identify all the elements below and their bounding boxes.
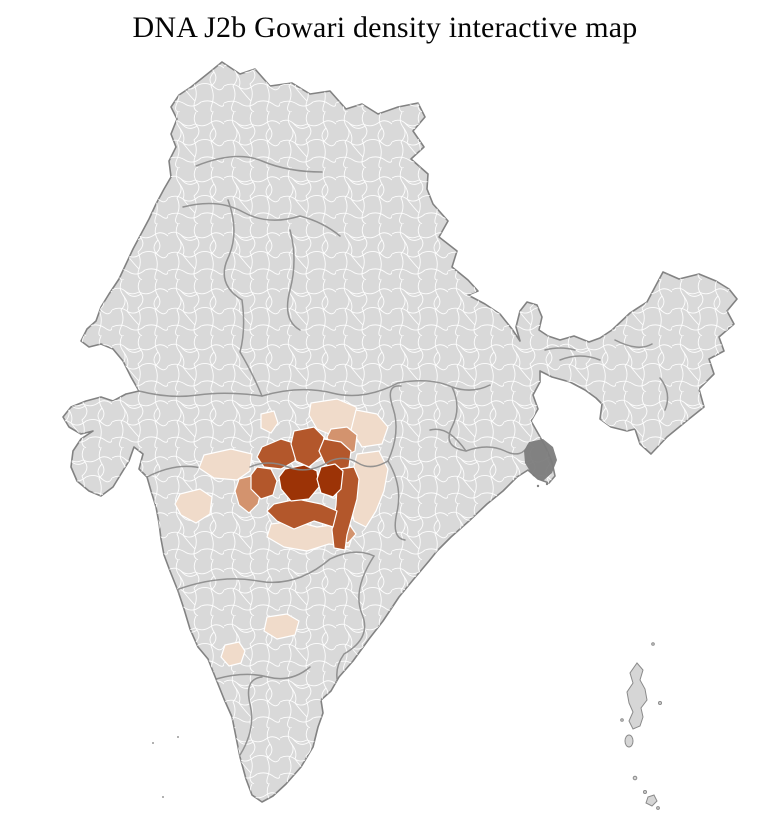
island <box>632 775 638 781</box>
district-density-1[interactable] <box>260 410 279 434</box>
island <box>620 718 624 722</box>
district-density-1[interactable] <box>220 641 246 667</box>
district-density-1[interactable] <box>198 448 253 481</box>
state-border <box>261 380 491 397</box>
island <box>651 642 655 646</box>
state-border <box>286 229 301 331</box>
andaman-island[interactable] <box>626 662 648 730</box>
district-density-4[interactable] <box>278 464 320 502</box>
state-border <box>387 460 406 541</box>
island-speck <box>177 736 179 738</box>
island[interactable] <box>624 734 634 748</box>
island <box>656 806 660 810</box>
island <box>643 790 647 794</box>
district-density-3[interactable] <box>290 426 325 468</box>
state-borders <box>138 155 669 756</box>
state-border-overlay <box>249 457 389 471</box>
district-mosaic <box>63 62 737 802</box>
state-border <box>223 199 263 397</box>
state-border <box>175 551 375 591</box>
delta-islet <box>536 484 540 488</box>
district-density-3[interactable] <box>266 498 338 530</box>
delta-islet <box>545 482 549 486</box>
island-speck <box>162 796 164 798</box>
map-title: DNA J2b Gowari density interactive map <box>132 11 638 44</box>
state-border <box>387 385 402 462</box>
state-border <box>215 666 311 680</box>
state-border <box>239 676 263 756</box>
district-density-4[interactable] <box>316 463 344 498</box>
island-speck <box>152 742 154 744</box>
state-border <box>138 390 263 398</box>
density-level-1-districts <box>174 398 389 667</box>
district-density-3[interactable] <box>250 466 278 500</box>
density-level-4-districts <box>278 463 344 502</box>
island <box>658 701 662 705</box>
state-border <box>195 155 323 173</box>
sundarbans-delta <box>524 439 557 488</box>
lakshadweep-islands <box>152 736 179 798</box>
andaman-nicobar-islands[interactable] <box>620 642 662 810</box>
district-density-3[interactable] <box>256 438 298 470</box>
district-density-1[interactable] <box>263 613 300 640</box>
island <box>645 794 658 807</box>
district-density-1[interactable] <box>174 488 213 524</box>
state-border <box>544 339 669 411</box>
state-border <box>182 202 341 237</box>
delta-region <box>524 439 557 481</box>
state-border <box>429 428 467 452</box>
state-border <box>336 555 375 690</box>
